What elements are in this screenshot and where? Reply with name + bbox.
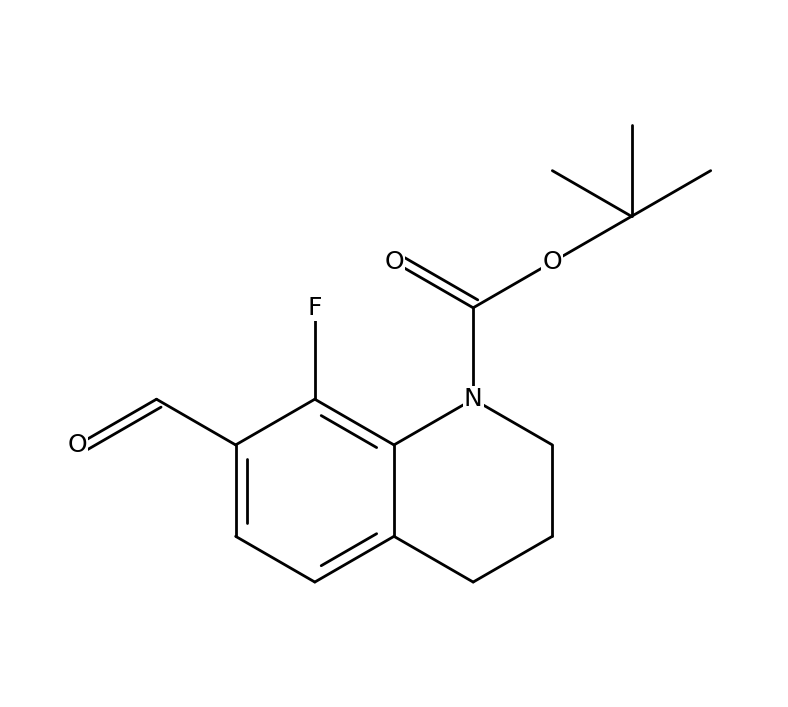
Text: O: O xyxy=(68,433,87,457)
Text: O: O xyxy=(542,250,562,274)
Text: O: O xyxy=(385,250,403,274)
Text: F: F xyxy=(307,296,322,320)
Text: N: N xyxy=(464,387,482,411)
